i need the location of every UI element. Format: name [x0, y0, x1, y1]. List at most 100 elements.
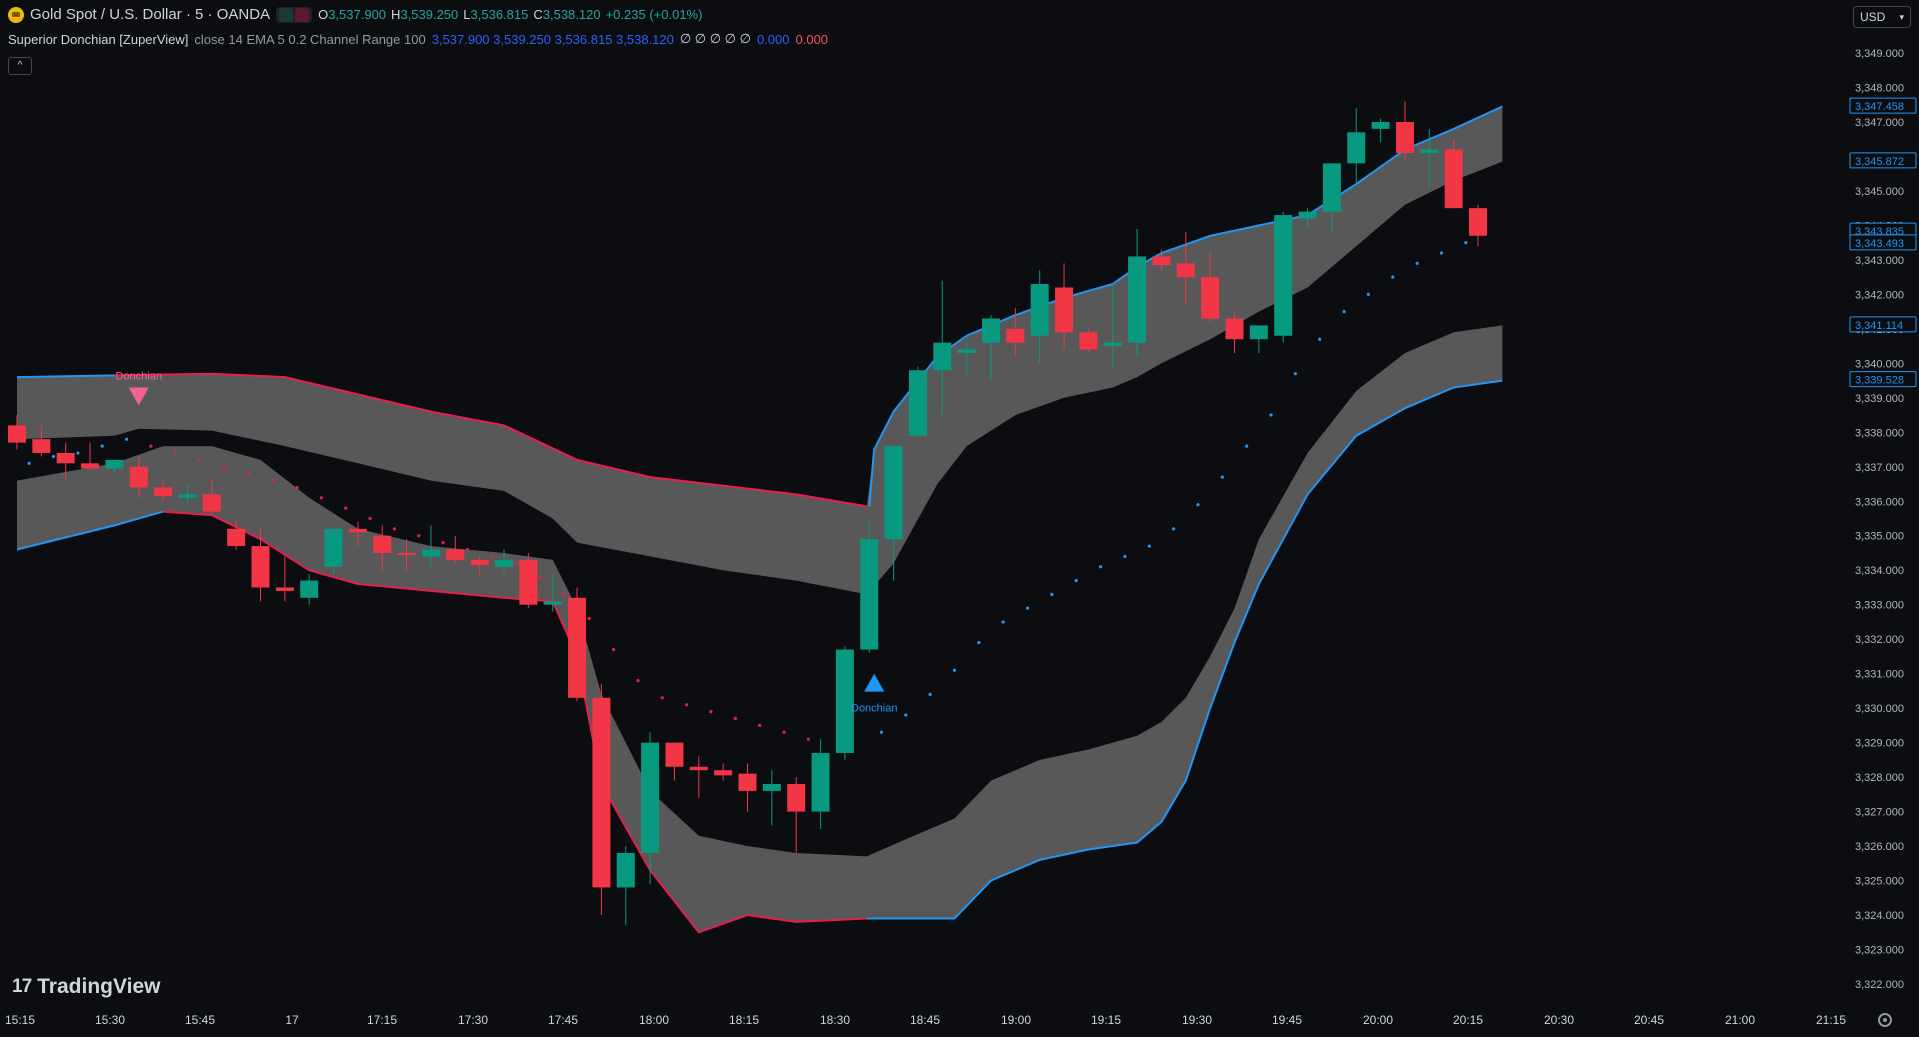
- candle-body: [543, 601, 562, 605]
- tradingview-logo[interactable]: 17 TradingView: [12, 975, 160, 999]
- candle-body: [787, 784, 806, 812]
- time-tick-label: 19:15: [1091, 1013, 1121, 1027]
- time-tick-label: 17:15: [367, 1013, 397, 1027]
- candle-body: [105, 459, 124, 469]
- price-tick-label: 3,327.000: [1855, 807, 1904, 819]
- price-axis[interactable]: 3,349.0003,348.0003,347.0003,346.0003,34…: [1849, 0, 1919, 1000]
- candle-body: [397, 552, 416, 555]
- symbol-title[interactable]: Gold Spot / U.S. Dollar · 5 · OANDA: [30, 6, 271, 23]
- time-tick-label: 18:45: [910, 1013, 940, 1027]
- time-tick-label: 15:15: [5, 1013, 35, 1027]
- candle-body: [348, 528, 367, 533]
- candle-body: [421, 549, 440, 557]
- price-label-text: 3,343.493: [1855, 238, 1904, 250]
- price-tick-label: 3,338.000: [1855, 427, 1904, 439]
- lower-channel-line-blue-2: [866, 379, 1503, 920]
- candle-body: [1249, 325, 1268, 340]
- indicator-legend[interactable]: Superior Donchian [ZuperView] close 14 E…: [8, 31, 828, 47]
- price-chart[interactable]: Donchian Donchian: [0, 0, 1849, 1000]
- trail-dot-red: [173, 451, 177, 455]
- collapse-legend-button[interactable]: ^: [8, 57, 32, 75]
- settings-gear-icon[interactable]: [1878, 1013, 1892, 1027]
- ohlc-values: O3,537.900 H3,539.250 L3,536.815 C3,538.…: [318, 7, 703, 22]
- trail-dot-red: [806, 737, 810, 741]
- indicator-value-blue2: 0.000: [756, 31, 790, 47]
- price-label-text: 3,339.528: [1855, 375, 1904, 387]
- upper-channel-fill: [17, 106, 1503, 595]
- candle-body: [1444, 149, 1463, 209]
- candle-body: [275, 587, 294, 591]
- price-label-text: 3,345.872: [1855, 156, 1904, 168]
- trail-dot-blue: [1123, 554, 1127, 559]
- trail-dot-blue: [1439, 251, 1444, 255]
- time-tick-label: 18:15: [729, 1013, 759, 1027]
- trail-dot-blue: [1220, 475, 1224, 479]
- price-tick-label: 3,349.000: [1855, 48, 1904, 60]
- price-label-box: [1849, 97, 1917, 114]
- time-axis[interactable]: 15:15 15:30 15:45 17 17:15 17:30 17:45 18:00 18:…: [0, 1000, 1849, 1037]
- symbol-header[interactable]: Gold Spot / U.S. Dollar · 5 · OANDA O3,5…: [8, 6, 702, 23]
- trail-dot-blue: [1366, 292, 1371, 296]
- candle-body: [1128, 256, 1147, 343]
- price-label-text: 3,341.114: [1855, 320, 1903, 332]
- trail-dot-red: [246, 472, 250, 476]
- candle-body: [1274, 215, 1293, 336]
- candle-body: [202, 494, 221, 512]
- indicator-name[interactable]: Superior Donchian [ZuperView]: [8, 31, 189, 47]
- candle-body: [373, 535, 392, 553]
- candle-body: [811, 752, 830, 812]
- chart-canvas[interactable]: Donchian Donchian: [0, 0, 1849, 1000]
- logo-text: TradingView: [37, 975, 161, 998]
- price-tick-label: 3,324.000: [1855, 910, 1904, 922]
- candle-body: [1420, 149, 1439, 153]
- trail-dot-blue: [1293, 372, 1297, 376]
- trail-dot-red: [368, 516, 372, 521]
- price-change: +0.235 (+0.01%): [605, 7, 703, 22]
- candle-body: [762, 784, 781, 791]
- price-tick-label: 3,340.000: [1855, 358, 1904, 370]
- candle-body: [1152, 256, 1171, 266]
- candle-body: [714, 770, 733, 776]
- candle-body: [689, 766, 708, 771]
- trail-dot-red: [538, 575, 543, 579]
- candle-body: [568, 597, 587, 698]
- trail-dot-red: [514, 561, 518, 565]
- trail-dot-blue: [1269, 413, 1273, 417]
- candle-body: [227, 528, 246, 547]
- price-tick-label: 3,329.000: [1855, 738, 1904, 750]
- trail-dot-blue: [1415, 261, 1419, 265]
- time-tick-label: 20:15: [1453, 1013, 1483, 1027]
- candle-body: [8, 425, 26, 443]
- trail-dot-blue: [1196, 503, 1200, 507]
- trail-dot-red: [490, 554, 494, 559]
- market-status-badge[interactable]: [276, 6, 313, 23]
- candle-body: [592, 697, 611, 888]
- price-tick-label: 3,347.000: [1855, 117, 1904, 129]
- candle-body: [446, 549, 465, 560]
- candle-body: [1225, 318, 1244, 340]
- candle-body: [56, 452, 75, 464]
- trail-dot-red: [222, 465, 226, 469]
- time-tick-label: 15:30: [95, 1013, 125, 1027]
- currency-selector[interactable]: USD ▾: [1853, 6, 1911, 28]
- trail-dot-red: [587, 616, 591, 621]
- price-label-text: 3,347.458: [1855, 101, 1904, 113]
- trail-dot-red: [344, 506, 348, 510]
- candle-body: [641, 742, 660, 853]
- trail-dot-red: [660, 696, 664, 700]
- candle-body: [470, 559, 489, 566]
- price-tick-label: 3,343.000: [1855, 255, 1904, 267]
- price-tick-label: 3,323.000: [1855, 945, 1904, 957]
- indicator-values-empty: ∅ ∅ ∅ ∅ ∅: [679, 31, 751, 46]
- price-tick-label: 3,330.000: [1855, 703, 1904, 715]
- price-label-box: [1849, 371, 1917, 388]
- price-tick-label: 3,326.000: [1855, 841, 1904, 853]
- time-tick-label: 17:30: [458, 1013, 488, 1027]
- indicator-value-red: 0.000: [795, 31, 829, 47]
- trail-dot-blue: [1001, 620, 1005, 624]
- trail-dot-blue: [76, 451, 80, 455]
- market-closed-icon: [295, 7, 310, 22]
- lower-channel-line-blue-1: [16, 510, 164, 551]
- trail-dot-red: [636, 678, 640, 683]
- candle-body: [519, 559, 538, 605]
